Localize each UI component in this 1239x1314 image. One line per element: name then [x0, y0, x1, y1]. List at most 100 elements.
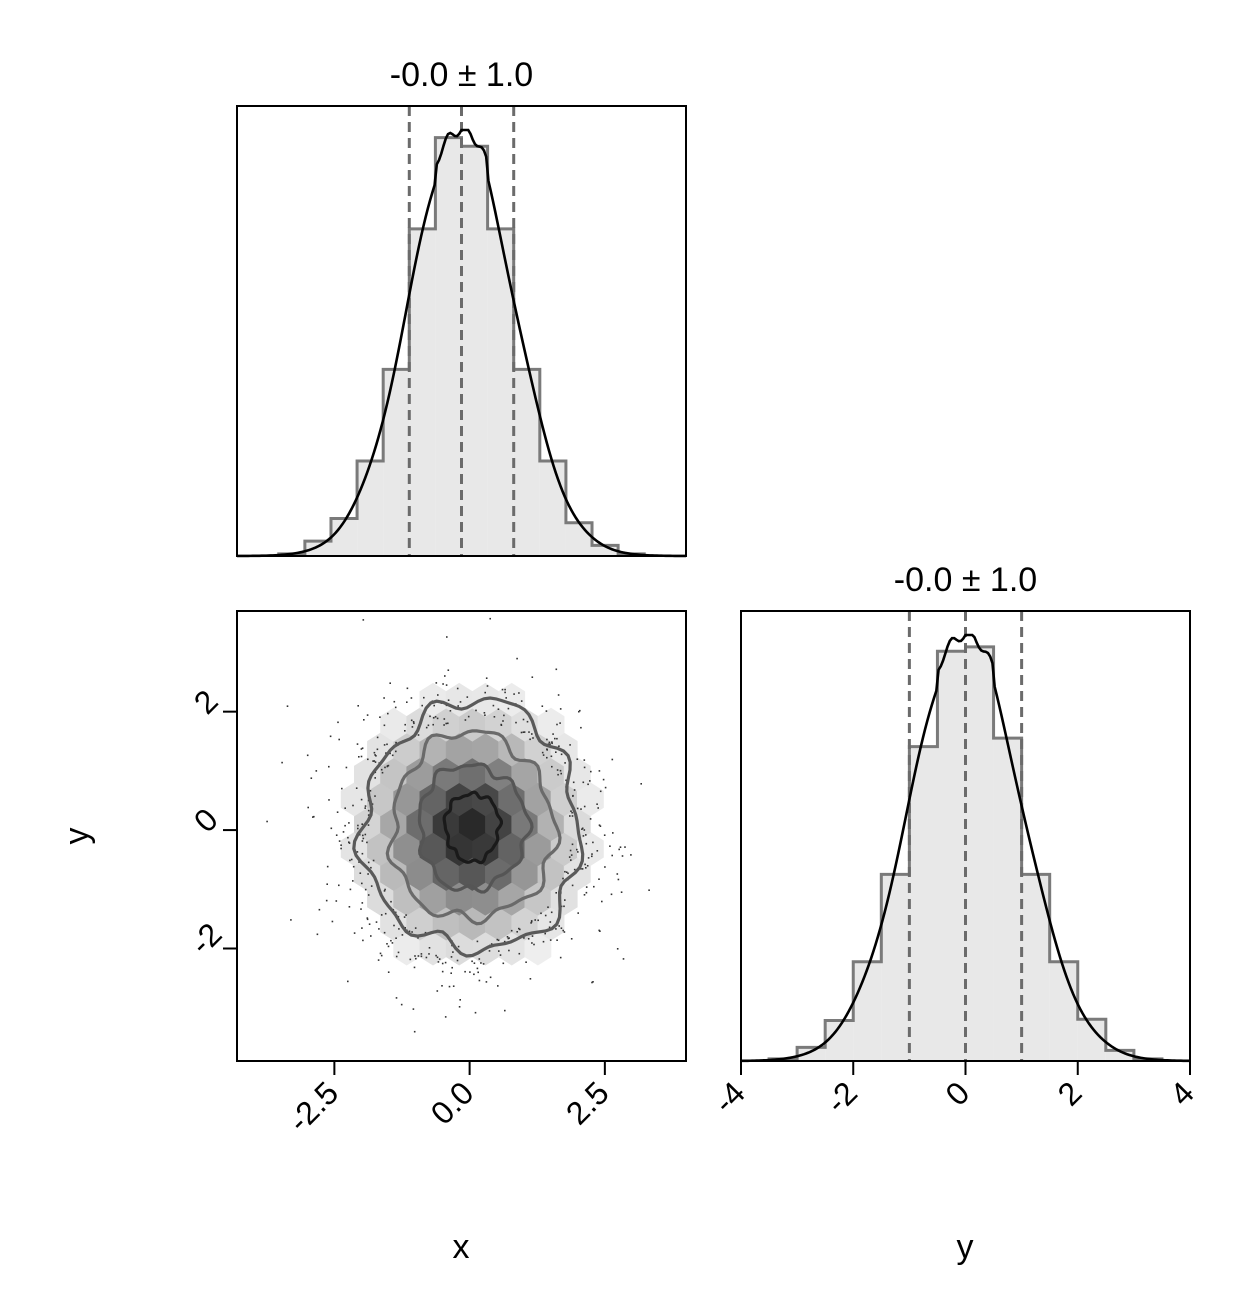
x-tick-label: 0.0: [424, 1074, 481, 1131]
scatter-point: [526, 720, 529, 723]
scatter-point: [352, 880, 354, 882]
scatter-point: [452, 985, 455, 987]
scatter-point: [364, 807, 366, 809]
scatter-point: [448, 985, 451, 988]
joint-density-panel: -2.5 0.0 2.5 -2 0 2 x y: [58, 610, 687, 1266]
scatter-point: [349, 888, 352, 891]
scatter-point: [529, 978, 532, 980]
scatter-point: [557, 773, 559, 776]
scatter-point: [394, 911, 397, 914]
scatter-point: [437, 694, 439, 696]
scatter-point: [415, 957, 417, 960]
scatter-point: [534, 919, 536, 921]
scatter-point: [572, 781, 575, 784]
scatter-point: [342, 831, 345, 833]
scatter-point: [410, 719, 413, 722]
scatter-point: [486, 685, 489, 687]
scatter-point: [441, 985, 443, 987]
histogram-y-axis-label: y: [957, 1228, 974, 1266]
scatter-point: [366, 841, 368, 844]
scatter-point: [367, 824, 370, 826]
scatter-point: [340, 847, 342, 850]
scatter-point: [544, 932, 546, 935]
histogram-x-quantile-lines: [407, 106, 516, 556]
scatter-point: [411, 726, 414, 728]
scatter-point: [393, 700, 396, 703]
scatter-point: [552, 733, 554, 735]
scatter-point: [429, 715, 431, 718]
scatter-point: [459, 999, 461, 1001]
scatter-point: [357, 827, 359, 830]
scatter-point: [530, 922, 532, 924]
scatter-point: [387, 712, 389, 715]
scatter-point: [601, 900, 603, 903]
scatter-point: [325, 899, 328, 902]
scatter-point: [446, 636, 448, 638]
scatter-point: [559, 722, 561, 724]
scatter-point: [329, 735, 332, 738]
scatter-point: [373, 760, 376, 762]
scatter-point: [556, 939, 558, 941]
scatter-point: [290, 919, 292, 921]
scatter-point: [420, 953, 423, 955]
scatter-point: [372, 859, 375, 862]
scatter-point: [560, 772, 562, 775]
scatter-point: [451, 966, 453, 969]
scatter-point: [570, 938, 573, 940]
scatter-point: [611, 854, 613, 857]
scatter-point: [420, 955, 423, 958]
scatter-point: [447, 669, 450, 671]
scatter-point: [374, 761, 377, 763]
histogram-y-x-ticks: -4 -2 0 2 4: [706, 1061, 1201, 1120]
scatter-point: [598, 770, 601, 772]
scatter-point: [344, 807, 346, 809]
scatter-point: [488, 950, 491, 952]
scatter-point: [518, 952, 521, 955]
scatter-point: [372, 760, 374, 762]
density-contour: [352, 696, 585, 958]
scatter-point: [620, 891, 623, 893]
scatter-point: [326, 865, 329, 868]
scatter-point: [464, 970, 466, 973]
scatter-point: [357, 824, 359, 827]
scatter-point: [362, 619, 365, 621]
histogram-x-kde-curve: [236, 128, 687, 558]
scatter-point: [328, 765, 330, 768]
scatter-point: [368, 923, 371, 925]
scatter-point: [395, 937, 397, 939]
scatter-point: [619, 846, 622, 848]
scatter-point: [604, 786, 607, 789]
scatter-point: [648, 889, 650, 891]
scatter-point: [477, 971, 479, 974]
histogram-bar: [592, 545, 619, 556]
scatter-point: [357, 705, 359, 707]
scatter-point: [423, 696, 425, 699]
joint-y-ticks: -2 0 2: [183, 683, 237, 961]
scatter-point: [548, 741, 551, 744]
scatter-point: [367, 861, 370, 864]
scatter-point: [386, 943, 388, 945]
scatter-point: [587, 857, 590, 859]
scatter-point: [598, 824, 601, 826]
scatter-point: [478, 958, 481, 960]
scatter-point: [307, 806, 309, 809]
scatter-point: [400, 1003, 403, 1006]
histogram-bar: [909, 746, 938, 1061]
scatter-point: [286, 705, 289, 707]
scatter-point: [348, 841, 350, 843]
scatter-point: [474, 1011, 477, 1014]
scatter-point: [360, 798, 363, 801]
scatter-point: [439, 1068, 441, 1070]
scatter-point: [592, 841, 594, 844]
scatter-point: [604, 866, 606, 868]
scatter-point: [581, 868, 584, 870]
scatter-point: [599, 825, 602, 827]
scatter-point: [542, 754, 545, 756]
scatter-point: [585, 891, 588, 894]
scatter-point: [563, 931, 566, 933]
scatter-point: [395, 955, 398, 958]
scatter-point: [370, 935, 372, 937]
scatter-point: [546, 749, 548, 751]
scatter-point: [570, 859, 572, 861]
